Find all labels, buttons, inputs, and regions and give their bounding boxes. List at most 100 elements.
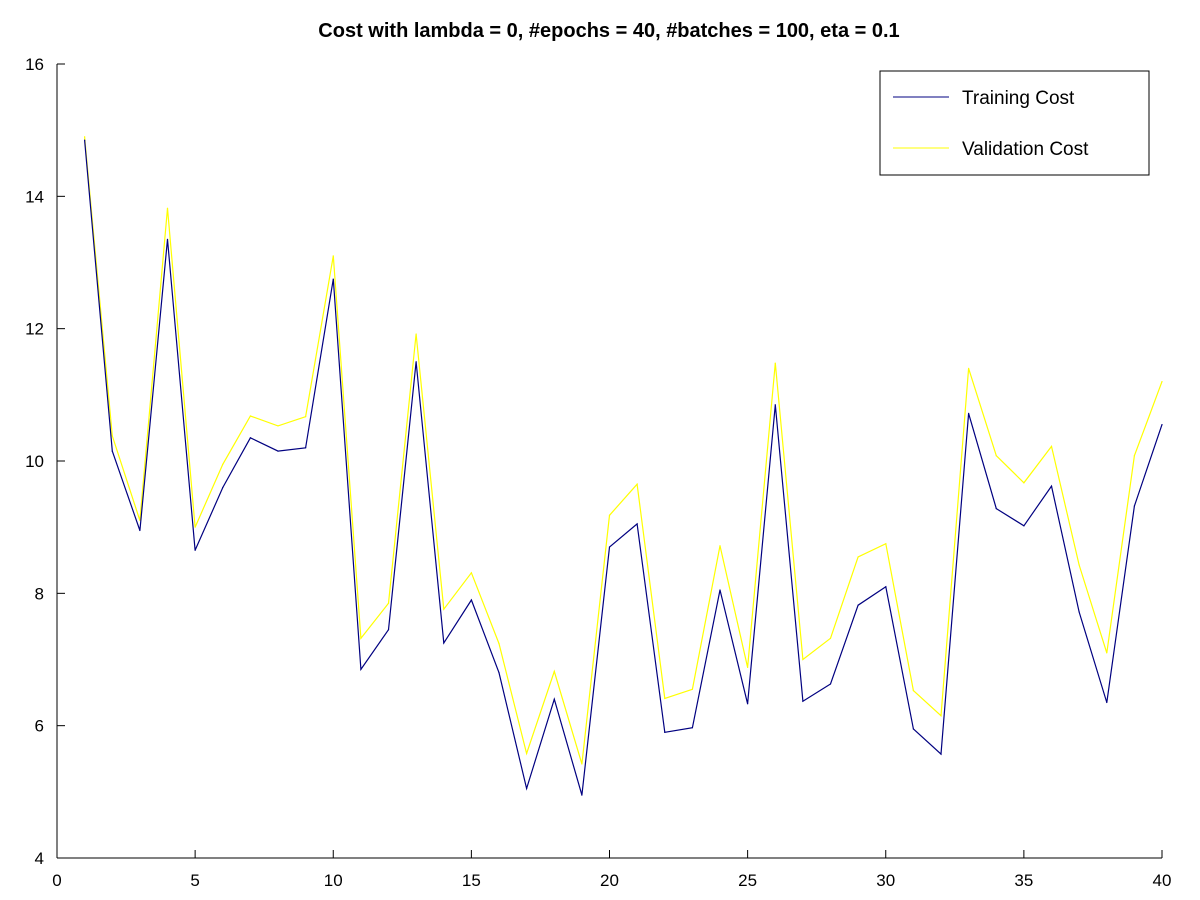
data-point-training-cost <box>139 529 141 532</box>
data-point-training-cost <box>829 683 832 685</box>
data-point-validation-cost <box>857 556 859 558</box>
data-point-validation-cost <box>691 688 693 690</box>
data-point-training-cost <box>387 629 390 631</box>
data-point-validation-cost <box>166 207 169 209</box>
data-point-validation-cost <box>222 463 224 465</box>
data-point-training-cost <box>415 361 417 363</box>
data-point-validation-cost <box>277 425 279 427</box>
data-point-training-cost <box>608 546 611 548</box>
data-point-validation-cost <box>84 136 86 138</box>
y-tick-label: 4 <box>35 849 44 868</box>
data-point-training-cost <box>332 278 334 280</box>
data-point-validation-cost <box>1133 455 1135 457</box>
data-point-training-cost <box>719 589 721 591</box>
data-point-validation-cost <box>1078 564 1080 566</box>
x-tick-label: 15 <box>462 871 481 890</box>
data-point-validation-cost <box>332 255 334 257</box>
data-point-validation-cost <box>802 658 804 661</box>
data-point-training-cost <box>305 447 307 449</box>
data-point-training-cost <box>1023 525 1025 527</box>
x-tick-label: 10 <box>324 871 343 890</box>
y-tick-label: 14 <box>25 187 44 206</box>
data-point-training-cost <box>912 728 914 730</box>
y-tick-label: 16 <box>25 55 44 74</box>
legend-label-validation: Validation Cost <box>962 139 1089 160</box>
data-point-training-cost <box>526 787 528 790</box>
data-point-training-cost <box>774 404 776 406</box>
data-point-training-cost <box>443 642 445 644</box>
data-point-validation-cost <box>360 637 362 639</box>
data-point-training-cost <box>857 604 859 606</box>
data-point-validation-cost <box>249 415 251 417</box>
data-point-validation-cost <box>553 670 555 673</box>
data-point-validation-cost <box>581 763 583 765</box>
data-point-validation-cost <box>747 666 749 669</box>
y-tick-label: 8 <box>35 584 44 603</box>
data-point-training-cost <box>249 437 251 439</box>
data-point-training-cost <box>995 508 997 510</box>
data-point-validation-cost <box>470 572 472 574</box>
data-point-training-cost <box>664 731 666 733</box>
data-point-validation-cost <box>940 715 942 717</box>
data-point-validation-cost <box>995 455 997 457</box>
series-line-training-cost <box>84 140 1163 796</box>
data-point-training-cost <box>498 672 500 674</box>
data-point-validation-cost <box>774 362 776 364</box>
data-point-validation-cost <box>443 608 445 610</box>
data-point-validation-cost <box>415 333 417 335</box>
x-tick-label: 40 <box>1153 871 1172 890</box>
data-point-validation-cost <box>498 643 500 645</box>
data-point-training-cost <box>802 700 804 702</box>
data-point-validation-cost <box>194 526 196 528</box>
data-point-validation-cost <box>387 602 390 604</box>
data-point-training-cost <box>1161 424 1163 426</box>
legend: Training Cost Validation Cost <box>879 70 1150 176</box>
data-point-validation-cost <box>608 514 611 516</box>
data-point-training-cost <box>194 549 196 551</box>
data-point-training-cost <box>360 668 362 671</box>
data-point-validation-cost <box>912 689 914 692</box>
data-point-validation-cost <box>1023 482 1025 484</box>
data-point-training-cost <box>885 586 887 588</box>
data-point-training-cost <box>940 753 942 755</box>
data-point-validation-cost <box>1161 381 1163 383</box>
data-point-training-cost <box>691 727 693 729</box>
data-point-training-cost <box>84 139 86 141</box>
data-point-training-cost <box>470 599 472 601</box>
data-point-validation-cost <box>829 637 832 639</box>
x-tick-label: 0 <box>52 871 61 890</box>
data-point-training-cost <box>1133 505 1135 507</box>
data-point-training-cost <box>636 523 638 525</box>
data-point-training-cost <box>553 698 555 700</box>
data-point-validation-cost <box>305 416 307 418</box>
x-tick-label: 35 <box>1014 871 1033 890</box>
data-point-validation-cost <box>719 545 721 547</box>
x-tick-label: 25 <box>738 871 757 890</box>
data-point-validation-cost <box>111 435 113 437</box>
data-point-validation-cost <box>636 483 638 485</box>
y-tick-label: 6 <box>35 717 44 736</box>
data-point-validation-cost <box>1106 652 1108 654</box>
x-tick-label: 30 <box>876 871 895 890</box>
data-point-validation-cost <box>885 543 887 545</box>
data-point-training-cost <box>1078 611 1080 613</box>
legend-box <box>879 70 1150 176</box>
plot-area: 0 5 10 15 20 25 30 35 40 4 6 8 10 12 14 16 <box>25 55 1171 890</box>
data-point-training-cost <box>747 703 749 705</box>
data-point-training-cost <box>111 450 113 452</box>
data-point-training-cost <box>222 486 224 489</box>
data-point-validation-cost <box>1050 445 1053 448</box>
y-tick-label: 10 <box>25 452 44 471</box>
series-line-validation-cost <box>84 136 1163 765</box>
data-point-validation-cost <box>139 519 141 522</box>
data-point-training-cost <box>581 794 583 796</box>
data-point-validation-cost <box>968 367 970 369</box>
data-point-training-cost <box>968 412 970 414</box>
chart-title: Cost with lambda = 0, #epochs = 40, #bat… <box>318 20 899 42</box>
data-point-training-cost <box>1106 701 1108 704</box>
legend-label-training: Training Cost <box>962 88 1075 109</box>
x-tick-label: 5 <box>190 871 199 890</box>
data-point-training-cost <box>277 450 279 452</box>
data-point-validation-cost <box>526 752 528 755</box>
